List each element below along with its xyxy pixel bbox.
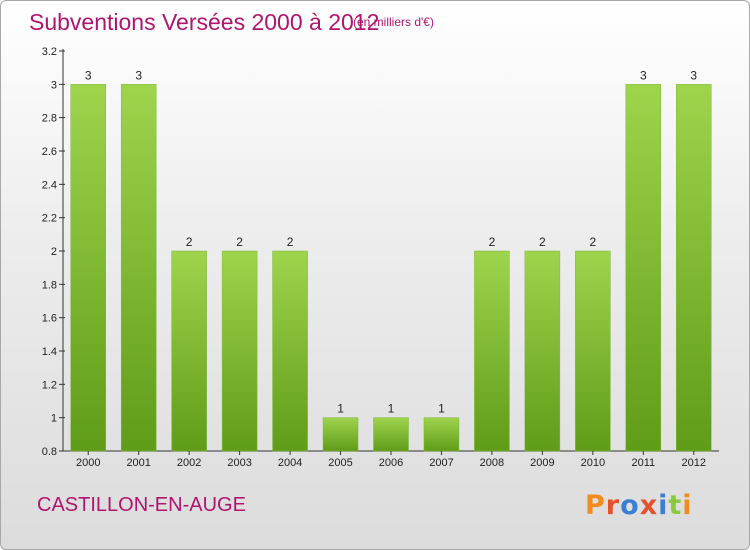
y-tick-label: 3.2 [42,46,57,58]
logo-letter: i [658,490,669,521]
bar-value-label: 3 [690,68,697,82]
bar [423,417,460,452]
bar [70,84,106,452]
y-tick-label: 1.4 [42,346,57,358]
bar [524,250,561,452]
bar-value-label: 2 [186,235,193,249]
logo-letter: P [585,490,606,521]
logo-letter: x [639,490,659,521]
bar [676,84,712,452]
x-tick-label: 2012 [682,457,706,469]
bar-value-label: 1 [337,402,344,416]
bar-value-label: 1 [388,402,395,416]
bar [625,84,662,452]
bar [474,250,510,452]
bar [120,84,157,452]
logo-letter: r [605,490,621,521]
y-tick-label: 1.6 [42,313,57,325]
y-tick-label: 0.8 [42,446,57,458]
logo-letter: o [620,490,640,521]
bar-value-label: 2 [539,235,546,249]
x-tick-label: 2001 [126,457,150,469]
bar [322,417,359,452]
x-tick-label: 2008 [480,457,504,469]
commune-name: CASTILLON-EN-AUGE [37,494,246,516]
y-tick-label: 2 [51,246,57,258]
x-tick-label: 2004 [278,457,302,469]
logo-letter: t [668,490,683,521]
y-tick-label: 1.2 [42,379,57,391]
bar [373,417,409,452]
y-tick-label: 1.8 [42,279,57,291]
y-tick-label: 3 [51,79,57,91]
y-tick-label: 2.6 [42,146,57,158]
bar [575,250,611,452]
logo-letter: i [682,490,693,521]
y-tick-label: 2.4 [42,179,57,191]
y-tick-label: 2.2 [42,213,57,225]
bar-value-label: 2 [236,235,243,249]
bar-value-label: 1 [438,402,445,416]
bar-value-label: 2 [287,235,294,249]
bar-value-label: 3 [85,68,92,82]
chart-unit-note: (en milliers d'€) [353,15,434,29]
x-tick-label: 2007 [429,457,453,469]
bar [272,250,308,452]
x-tick-label: 2010 [581,457,605,469]
x-tick-label: 2006 [379,457,403,469]
bar-value-label: 3 [640,68,647,82]
x-tick-label: 2009 [530,457,554,469]
bar-value-label: 2 [489,235,496,249]
chart-title: Subventions Versées 2000 à 2012 [29,9,380,35]
y-tick-label: 2.8 [42,113,57,125]
y-tick-label: 1 [51,413,57,425]
bar-value-label: 2 [590,235,597,249]
bar-value-label: 3 [135,68,142,82]
x-tick-label: 2011 [631,457,655,469]
x-tick-label: 2003 [227,457,251,469]
bar [221,250,258,452]
bar [171,250,207,452]
x-tick-label: 2000 [76,457,100,469]
x-tick-label: 2005 [328,457,352,469]
proxiti-logo: Proxiti [585,490,693,521]
x-tick-label: 2002 [177,457,201,469]
